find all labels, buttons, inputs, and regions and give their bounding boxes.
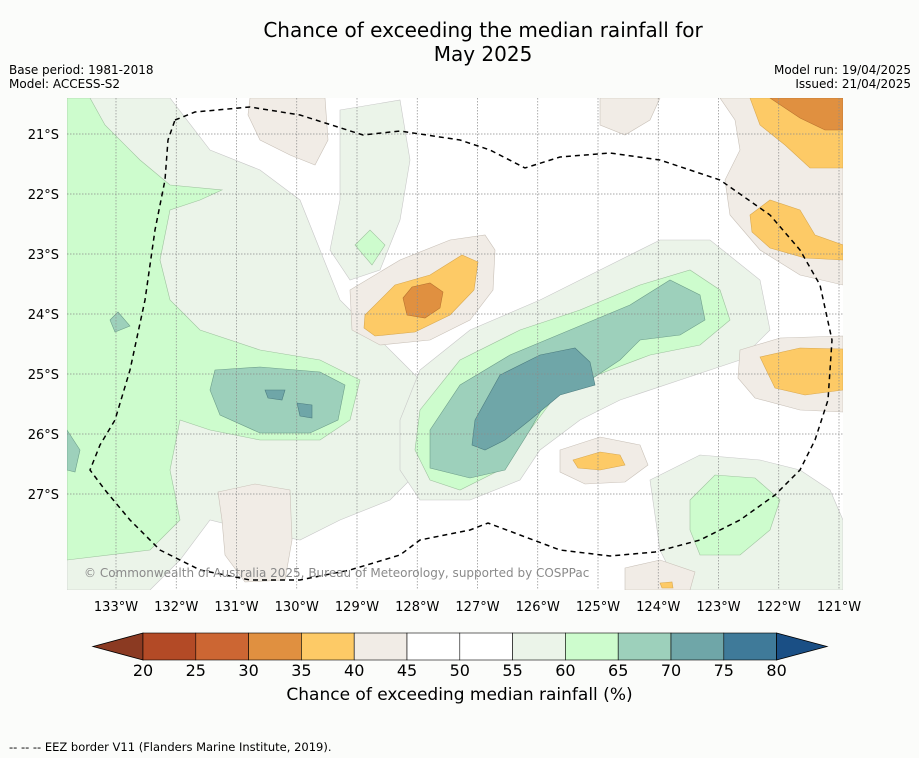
- graticule: [67, 98, 843, 590]
- colorbar-segment: [565, 632, 619, 661]
- copyright-text: © Commonwealth of Australia 2025, Bureau…: [84, 566, 589, 580]
- title-line-1: Chance of exceeding the median rainfall …: [263, 18, 703, 42]
- colorbar-title: Chance of exceeding median rainfall (%): [286, 685, 633, 705]
- map-area: [67, 98, 843, 590]
- colorbar-segment: [195, 632, 249, 661]
- colorbar-tick-label: 20: [133, 661, 153, 680]
- colorbar-tick-label: 80: [766, 661, 786, 680]
- contour-60-65-west: [67, 98, 361, 561]
- eez-footnote: -- -- -- EEZ border V11 (Flanders Marine…: [9, 740, 332, 754]
- colorbar-segment: [142, 632, 197, 661]
- contour-60-65-north: [354, 229, 386, 266]
- contour-30-35-east: [769, 98, 843, 131]
- latitude-label: 24°S: [28, 308, 59, 323]
- latitude-label: 23°S: [28, 248, 59, 263]
- longitude-label: 122°W: [757, 600, 801, 615]
- colorbar-segment: [248, 632, 302, 661]
- colorbar-segment: [617, 632, 672, 661]
- colorbar-tick-label: 40: [344, 661, 364, 680]
- contour-55-60-top: [329, 99, 411, 281]
- longitude-label: 125°W: [576, 600, 620, 615]
- longitude-label: 133°W: [94, 600, 138, 615]
- colorbar-tick-label: 35: [291, 661, 311, 680]
- run-info: Model run: 19/04/2025 Issued: 21/04/2025: [774, 63, 911, 91]
- colorbar-ticks: 20 25 30 35 40 45 50 55 60 65 70 75 80: [133, 661, 787, 680]
- latitude-label: 22°S: [28, 188, 59, 203]
- contour-35-40-bottom: [659, 581, 674, 589]
- colorbar-over-arrow: [776, 632, 829, 661]
- contour-65-70-edge1: [109, 311, 131, 333]
- contour-35-40-south: [572, 451, 626, 471]
- colorbar-tick-label: 25: [186, 661, 206, 680]
- longitude-label: 130°W: [275, 600, 319, 615]
- longitude-label: 132°W: [154, 600, 198, 615]
- contour-70-75-center: [471, 347, 596, 451]
- contour-35-40-east3: [759, 347, 843, 396]
- latitude-label: 21°S: [28, 128, 59, 143]
- longitude-label: 121°W: [817, 600, 861, 615]
- colorbar-segment: [301, 632, 355, 661]
- longitude-labels: 133°W 132°W 131°W 130°W 129°W 128°W 127°W 126°W…: [94, 600, 861, 615]
- colorbar-tick-label: 45: [397, 661, 417, 680]
- colorbar-tick-label: 55: [502, 661, 522, 680]
- longitude-label: 123°W: [696, 600, 740, 615]
- colorbar-segment: [723, 632, 777, 661]
- colorbar: [91, 632, 829, 661]
- colorbar-tick-label: 50: [450, 661, 470, 680]
- model-name: Model: ACCESS-S2: [9, 77, 121, 91]
- colorbar-tick-label: 70: [661, 661, 681, 680]
- contour-40-45-topright: [599, 98, 661, 136]
- latitude-label: 26°S: [28, 428, 59, 443]
- contour-65-70-edge2: [67, 429, 81, 473]
- colorbar-segment: [670, 632, 725, 661]
- colorbar-segment: [459, 632, 513, 661]
- map-title: Chance of exceeding the median rainfall …: [0, 18, 919, 66]
- colorbar-tick-label: 60: [555, 661, 575, 680]
- contour-60-65-southeast: [689, 474, 781, 556]
- longitude-label: 129°W: [335, 600, 379, 615]
- contour-30-35-north: [402, 282, 444, 319]
- longitude-label: 124°W: [636, 600, 680, 615]
- longitude-label: 131°W: [214, 600, 258, 615]
- issued-date: Issued: 21/04/2025: [795, 77, 911, 91]
- latitude-label: 27°S: [28, 488, 59, 503]
- title-line-2: May 2025: [433, 42, 533, 66]
- eez-border: [89, 106, 833, 581]
- model-run: Model run: 19/04/2025: [773, 63, 911, 77]
- colorbar-tick-label: 65: [608, 661, 628, 680]
- latitude-labels: 21°S 22°S 23°S 24°S 25°S 26°S 27°S: [28, 128, 59, 503]
- contour-35-40-east2: [749, 199, 843, 261]
- longitude-label: 126°W: [516, 600, 560, 615]
- contour-40-45-bottom: [624, 559, 696, 590]
- contour-40-45-top: [247, 98, 329, 166]
- latitude-label: 25°S: [28, 368, 59, 383]
- colorbar-segment: [512, 632, 566, 661]
- colorbar-under-arrow: [91, 632, 144, 661]
- longitude-label: 127°W: [455, 600, 499, 615]
- base-period: Base period: 1981-2018: [9, 63, 154, 77]
- colorbar-segment: [406, 632, 461, 661]
- longitude-label: 128°W: [395, 600, 439, 615]
- model-info: Base period: 1981-2018 Model: ACCESS-S2: [9, 63, 154, 91]
- colorbar-tick-label: 30: [238, 661, 258, 680]
- contour-70-75-west: [264, 389, 313, 419]
- colorbar-segment: [353, 632, 408, 661]
- colorbar-tick-label: 75: [714, 661, 734, 680]
